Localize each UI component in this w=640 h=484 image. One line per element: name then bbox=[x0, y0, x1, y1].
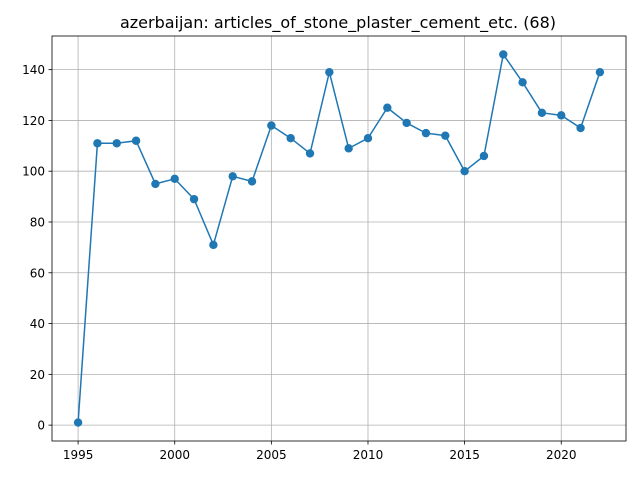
y-tick-label: 40 bbox=[30, 317, 45, 331]
x-tick-label: 1995 bbox=[63, 448, 94, 462]
data-point bbox=[286, 134, 295, 143]
tick-labels: 1995 2000 2005 2010 2015 2020 0 20 40 60 80 100 120 1… bbox=[22, 63, 576, 462]
data-point bbox=[228, 172, 237, 181]
x-tick-label: 2015 bbox=[449, 448, 480, 462]
x-tick-label: 2005 bbox=[256, 448, 287, 462]
data-point bbox=[402, 118, 411, 128]
y-tick-label: 120 bbox=[22, 114, 45, 128]
y-tick-label: 80 bbox=[30, 215, 45, 229]
data-point bbox=[151, 179, 160, 189]
y-tick-label: 20 bbox=[30, 368, 45, 382]
data-point bbox=[209, 240, 218, 250]
y-tick-label: 140 bbox=[22, 63, 45, 77]
data-point bbox=[325, 67, 334, 77]
data-point bbox=[441, 131, 450, 140]
data-point bbox=[557, 111, 566, 120]
x-tick-label: 2000 bbox=[159, 448, 190, 462]
chart-title: azerbaijan: articles_of_stone_plaster_ce… bbox=[120, 13, 556, 33]
data-point bbox=[595, 67, 605, 77]
data-point bbox=[479, 151, 489, 161]
data-point bbox=[518, 78, 527, 87]
axes bbox=[48, 35, 627, 445]
data-point bbox=[421, 128, 431, 138]
y-tick-label: 60 bbox=[30, 266, 45, 280]
data-point bbox=[344, 144, 353, 153]
x-tick-label: 2020 bbox=[546, 448, 577, 462]
data-point bbox=[247, 177, 257, 186]
series-markers bbox=[73, 50, 605, 427]
data-point bbox=[112, 139, 121, 148]
grid bbox=[52, 36, 626, 441]
axes-frame bbox=[51, 35, 627, 442]
x-tick-label: 2010 bbox=[353, 448, 384, 462]
data-point bbox=[170, 174, 179, 184]
data-point bbox=[267, 121, 276, 130]
data-point bbox=[73, 418, 83, 427]
data-point bbox=[460, 167, 469, 176]
data-point bbox=[93, 139, 102, 148]
data-point bbox=[576, 123, 585, 133]
y-tick-label: 100 bbox=[22, 165, 45, 179]
data-point bbox=[189, 194, 199, 204]
data-point bbox=[363, 134, 373, 143]
series-line-layer bbox=[77, 53, 601, 424]
y-tick-label: 0 bbox=[37, 419, 45, 433]
data-point bbox=[499, 50, 508, 59]
data-point bbox=[537, 108, 547, 118]
data-point bbox=[131, 136, 141, 145]
data-point bbox=[383, 103, 392, 112]
series-line bbox=[77, 53, 601, 424]
data-point bbox=[305, 149, 315, 158]
